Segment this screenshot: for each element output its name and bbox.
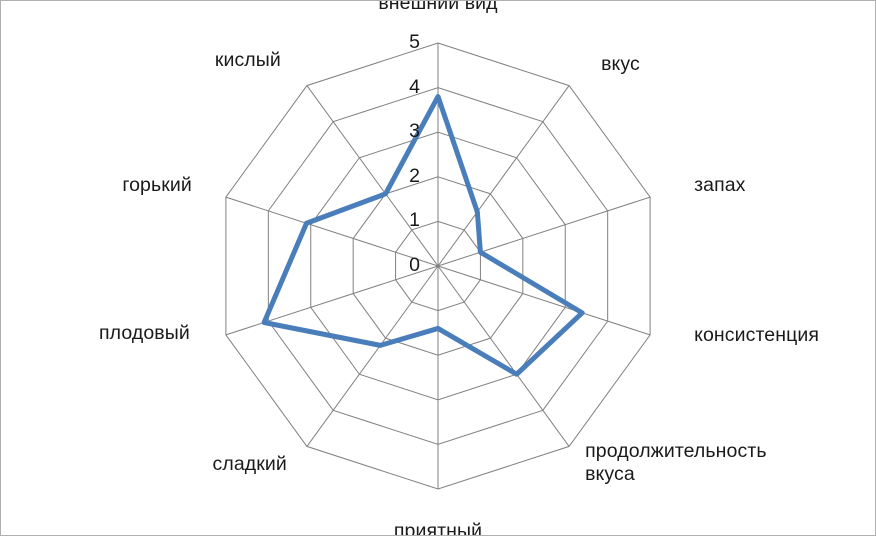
axis-label-6: сладкий: [212, 453, 287, 476]
radial-tick-label-2: 2: [409, 164, 420, 187]
axis-label-8: горький: [122, 174, 192, 197]
axis-label-1: вкус: [601, 52, 640, 75]
radial-tick-label-1: 1: [409, 209, 420, 232]
grid-spoke-2: [437, 196, 651, 267]
axis-label-0: внешний вид: [378, 0, 498, 14]
grid-spokes: [225, 43, 651, 489]
grid-spoke-1: [437, 85, 570, 267]
axis-label-3: консистенция: [694, 323, 819, 346]
series-polygon-0: [261, 94, 585, 377]
axis-label-5: приятный: [393, 520, 483, 536]
grid-spoke-3: [437, 265, 651, 336]
grid-spoke-4: [437, 265, 570, 447]
radial-tick-label-5: 5: [409, 31, 420, 53]
axis-label-2: запах: [694, 174, 746, 197]
grid-spoke-9: [306, 85, 439, 267]
grid-spoke-6: [306, 265, 439, 447]
axis-label-4: продолжительность вкуса: [585, 440, 767, 486]
radial-tick-label-4: 4: [409, 75, 420, 98]
grid-spoke-7: [225, 265, 439, 336]
axis-label-7: плодовый: [99, 321, 190, 344]
axis-label-9: кислый: [214, 48, 281, 71]
series-polyline-group: [261, 94, 585, 377]
radial-tick-label-3: 3: [409, 120, 420, 143]
radial-tick-label-0: 0: [409, 254, 420, 276]
grid-spoke-8: [225, 196, 439, 267]
